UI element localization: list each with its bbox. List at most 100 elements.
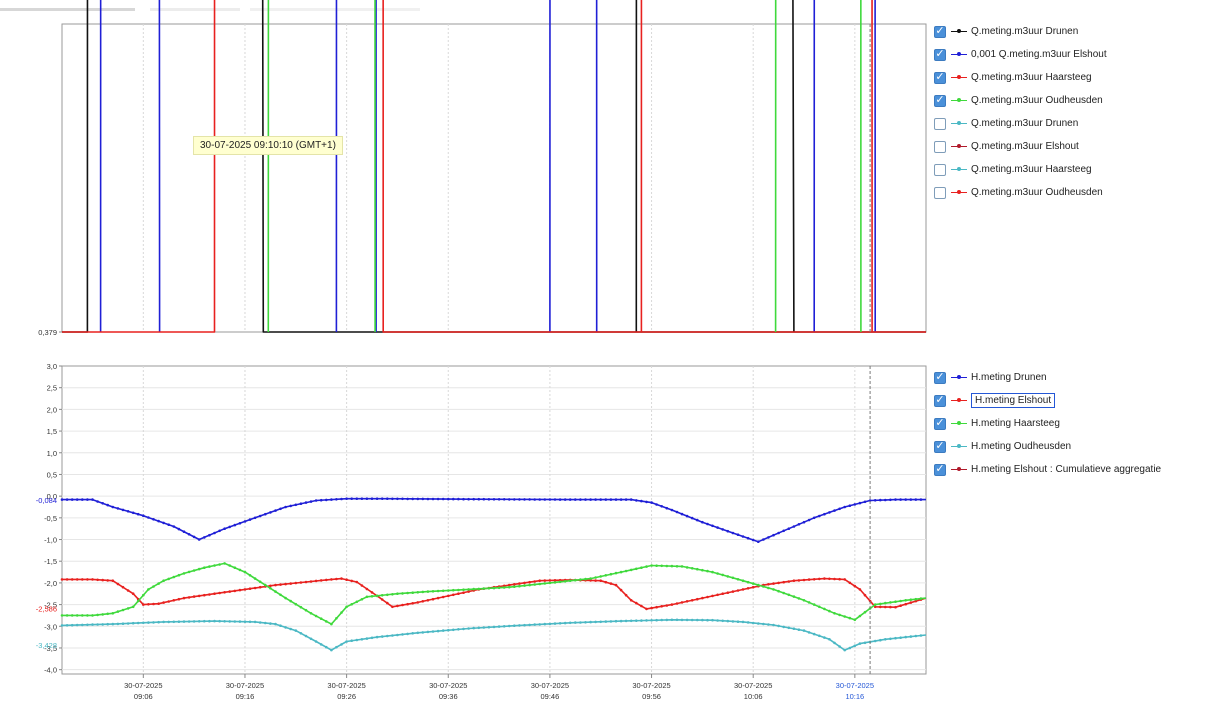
data-point — [899, 498, 902, 501]
data-point — [868, 499, 872, 502]
data-point — [472, 587, 476, 591]
data-point — [431, 630, 435, 633]
data-point — [777, 531, 780, 535]
data-point — [197, 538, 201, 541]
data-point — [685, 514, 689, 518]
x-tick-time: 09:16 — [236, 692, 255, 701]
data-point — [894, 498, 897, 501]
legend-item[interactable]: ✓ 0,001 Q.meting.m3uur Elshout — [934, 43, 1107, 66]
legend-checkbox[interactable]: ✓ — [934, 71, 946, 84]
legend-checkbox[interactable]: ✓ — [934, 117, 946, 130]
legend-checkbox[interactable]: ✓ — [934, 394, 946, 407]
legend-swatch — [951, 120, 967, 127]
legend-checkbox[interactable]: ✓ — [934, 94, 946, 107]
data-point — [812, 632, 816, 636]
legend-item[interactable]: ✓ H.meting Elshout — [934, 389, 1161, 412]
data-point — [884, 498, 887, 502]
data-point — [706, 618, 709, 622]
data-point — [396, 592, 399, 595]
data-point — [879, 602, 882, 606]
legend-item[interactable]: ✓ Q.meting.m3uur Oudheusden — [934, 181, 1107, 204]
data-point — [594, 620, 597, 624]
x-tick-date: 30-07-2025 — [226, 681, 264, 690]
legend-swatch — [951, 443, 967, 450]
legend-checkbox[interactable]: ✓ — [934, 186, 946, 199]
data-point — [696, 567, 699, 571]
tab-strip-right[interactable] — [250, 8, 420, 11]
data-point — [650, 619, 653, 622]
water-level-chart[interactable]: 3,0 2,5 2,0 1,5 1,0 0,5 0,0 -0,5 -1,0 -1,5 -2,0 -2,… — [36, 362, 927, 675]
y-tick-label: -3,0 — [44, 622, 57, 631]
legend-item[interactable]: ✓ Q.meting.m3uur Drunen — [934, 20, 1107, 43]
legend-checkbox[interactable]: ✓ — [934, 463, 946, 476]
legend-item[interactable]: ✓ Q.meting.m3uur Drunen — [934, 112, 1107, 135]
data-point — [721, 619, 724, 623]
legend-swatch — [951, 374, 967, 381]
data-point — [741, 620, 745, 624]
legend-swatch — [951, 143, 967, 150]
data-point — [431, 597, 435, 601]
data-point — [360, 638, 364, 641]
data-point — [258, 585, 262, 589]
data-point — [279, 593, 282, 597]
data-point — [462, 627, 465, 631]
data-point — [614, 498, 618, 501]
data-point — [238, 620, 242, 623]
data-point — [568, 498, 572, 501]
data-point — [314, 614, 318, 618]
data-point — [187, 620, 191, 623]
discharge-chart[interactable]: 3.7503.5003.2503.0002.7502.5002.2502.000… — [38, 0, 927, 337]
legend-item[interactable]: ✓ H.meting Elshout : Cumulatieve aggregat… — [934, 458, 1161, 481]
data-point — [182, 596, 186, 600]
legend-item[interactable]: ✓ H.meting Oudheusden — [934, 435, 1161, 458]
data-point — [563, 498, 567, 501]
legend-label: H.meting Drunen — [971, 372, 1047, 383]
data-point — [330, 648, 333, 652]
data-point — [838, 613, 841, 617]
tab-strip-left[interactable] — [0, 8, 135, 11]
data-point — [777, 581, 780, 585]
data-point — [731, 531, 735, 535]
legend-item[interactable]: ✓ Q.meting.m3uur Elshout — [934, 135, 1107, 158]
plot-area[interactable] — [61, 365, 927, 675]
legend-item[interactable]: ✓ H.meting Drunen — [934, 366, 1161, 389]
data-point — [523, 584, 526, 587]
data-point — [457, 628, 460, 631]
legend-checkbox[interactable]: ✓ — [934, 140, 946, 153]
data-point — [543, 579, 547, 582]
data-point — [355, 600, 359, 604]
data-point — [375, 635, 379, 639]
data-point — [838, 645, 841, 648]
legend-checkbox[interactable]: ✓ — [934, 371, 946, 384]
legend-item[interactable]: ✓ Q.meting.m3uur Haarsteeg — [934, 66, 1107, 89]
data-point — [375, 594, 379, 598]
legend-checkbox[interactable]: ✓ — [934, 163, 946, 176]
y-tick-label: 3,0 — [47, 362, 57, 371]
data-point — [182, 620, 186, 623]
legend-checkbox[interactable]: ✓ — [934, 25, 946, 38]
y-tick-label: -0,5 — [44, 514, 57, 523]
data-point — [192, 595, 196, 598]
legend-item[interactable]: ✓ H.meting Haarsteeg — [934, 412, 1161, 435]
data-point — [421, 590, 425, 594]
data-point — [131, 592, 135, 595]
data-point — [335, 498, 338, 501]
legend-checkbox[interactable]: ✓ — [934, 417, 946, 430]
data-point — [574, 498, 577, 501]
data-point — [147, 588, 150, 591]
plot-area[interactable] — [61, 23, 927, 333]
data-point — [487, 498, 491, 501]
legend-item[interactable]: ✓ Q.meting.m3uur Oudheusden — [934, 89, 1107, 112]
data-point — [243, 620, 247, 623]
data-point — [60, 498, 64, 501]
tab-strip-middle[interactable] — [150, 8, 240, 11]
legend-checkbox[interactable]: ✓ — [934, 48, 946, 61]
data-point — [472, 497, 476, 501]
data-point — [284, 505, 287, 509]
data-point — [60, 614, 64, 617]
data-point — [335, 577, 338, 581]
data-point — [787, 593, 791, 597]
legend-checkbox[interactable]: ✓ — [934, 440, 946, 453]
legend-item[interactable]: ✓ Q.meting.m3uur Haarsteeg — [934, 158, 1107, 181]
